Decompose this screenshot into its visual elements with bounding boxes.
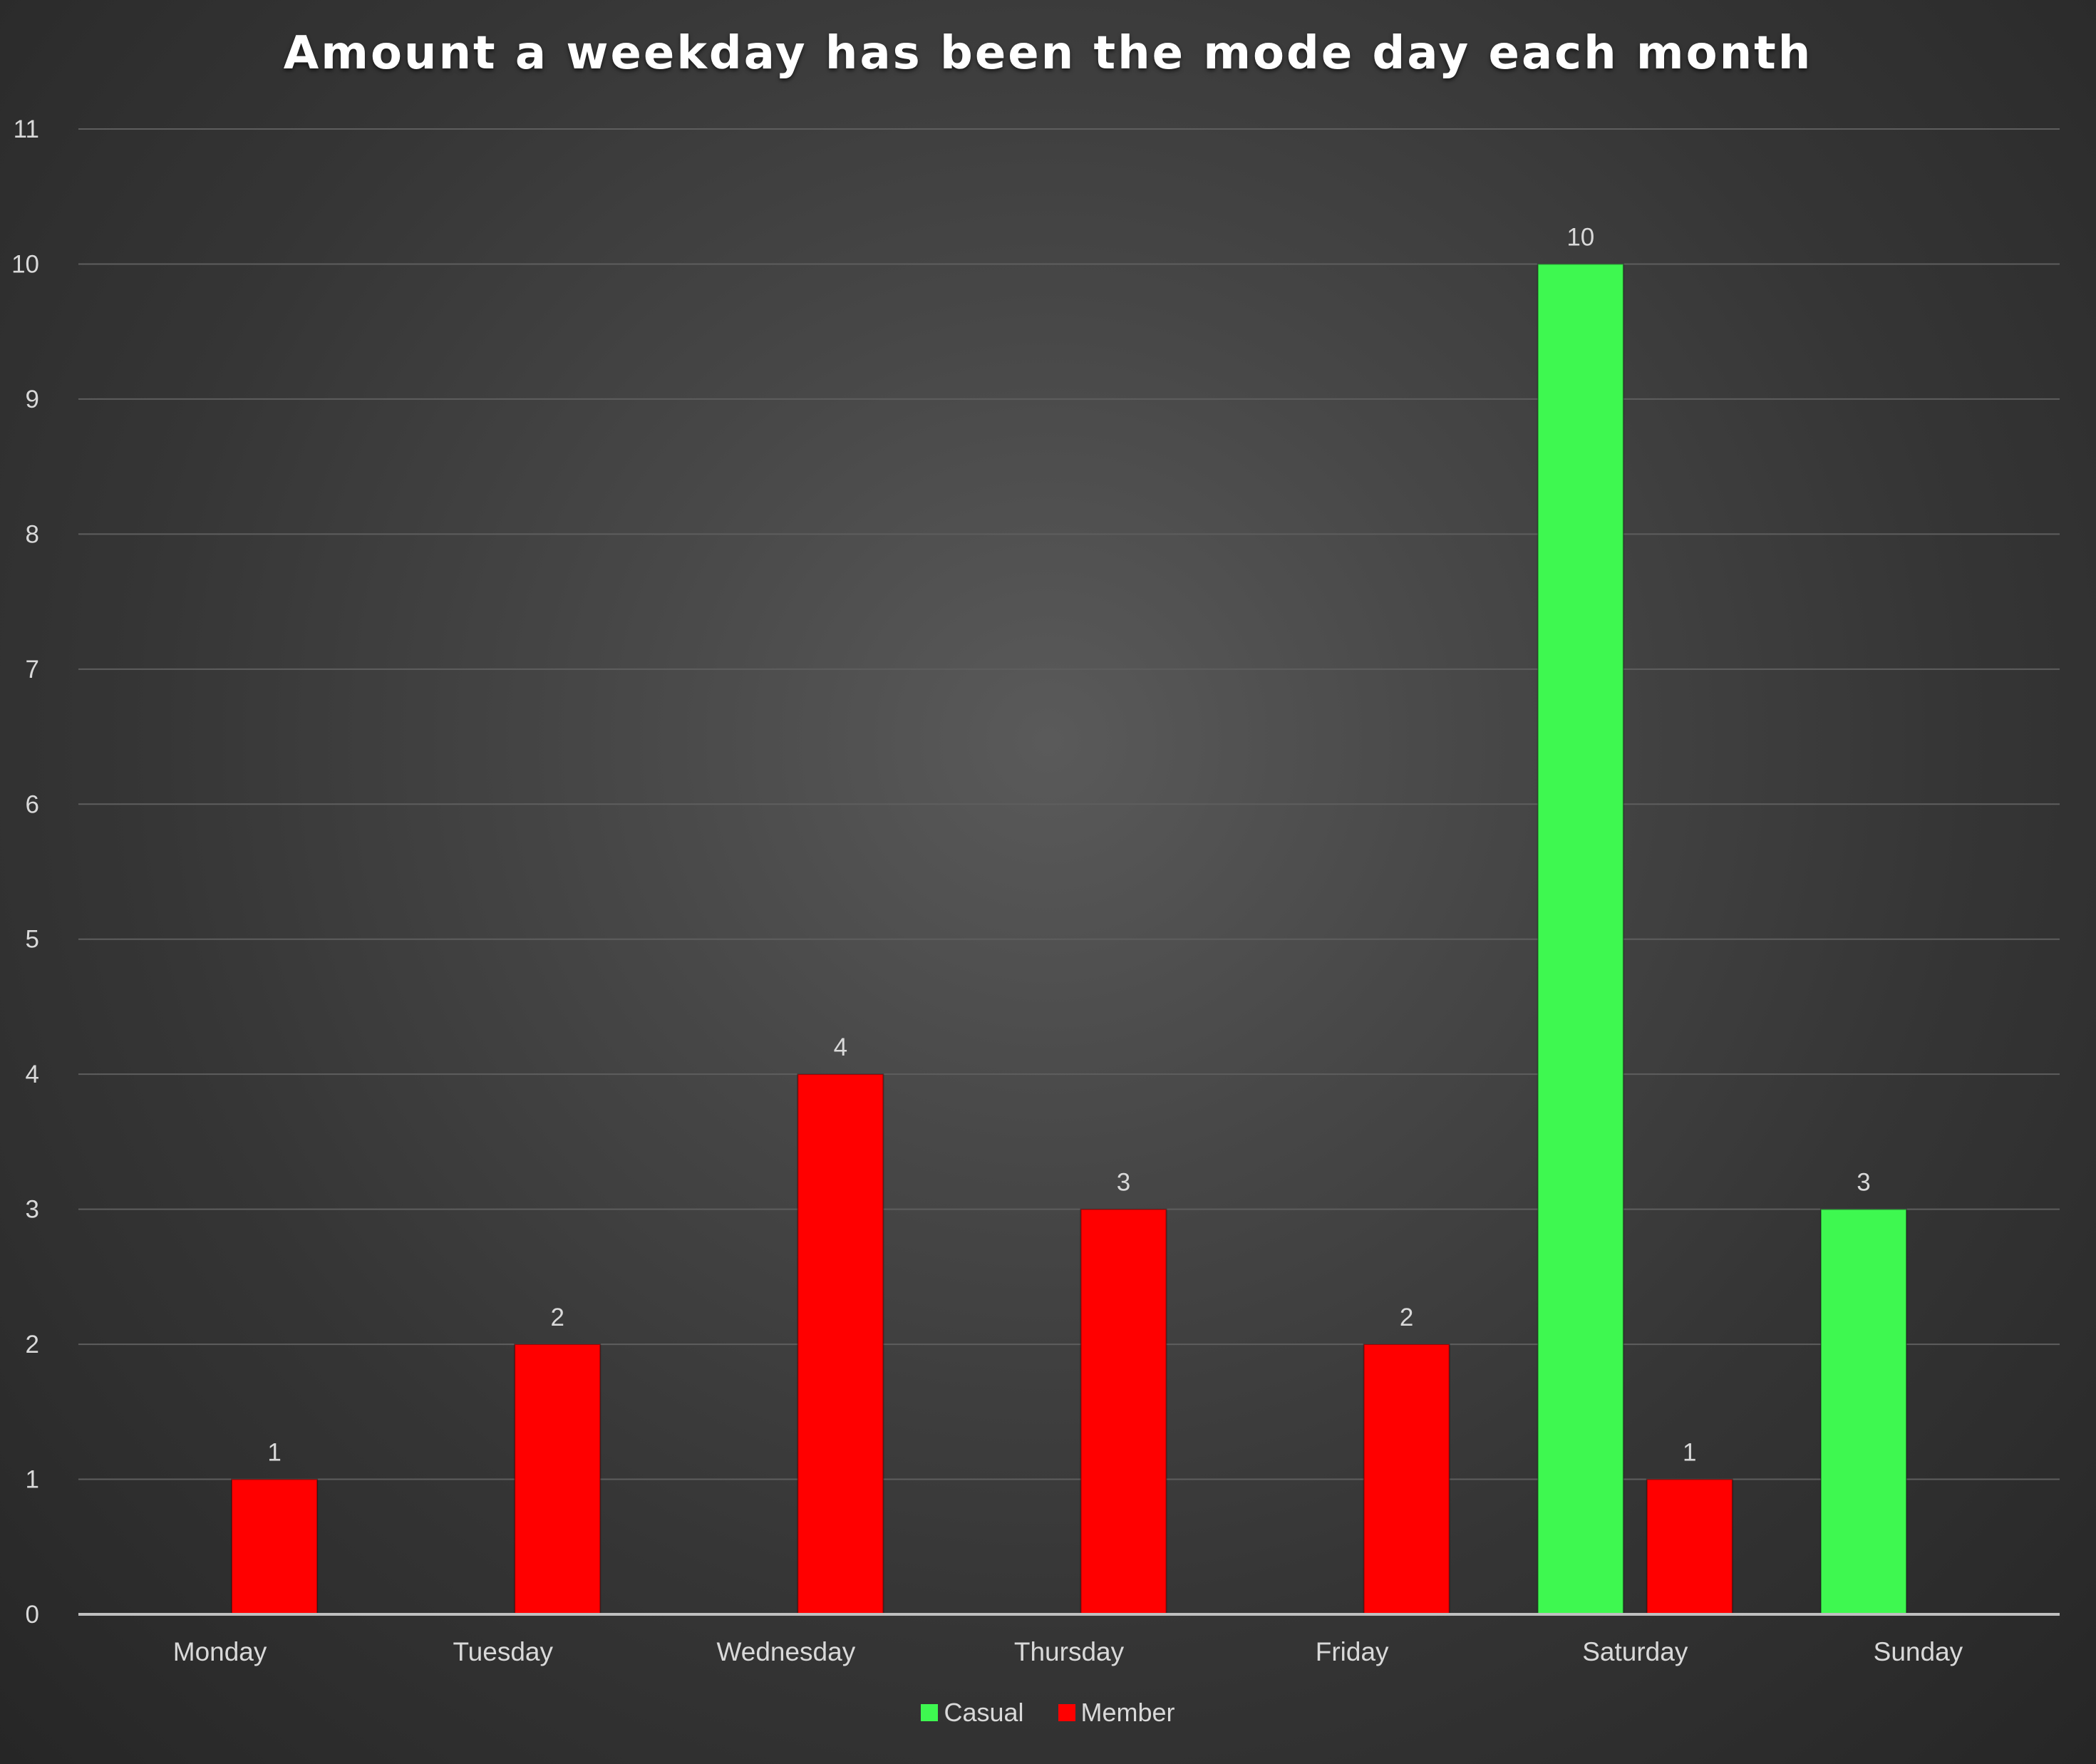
- data-label: 1: [1683, 1439, 1696, 1467]
- data-label: 4: [834, 1033, 847, 1061]
- bar-member-thursday: [1080, 1208, 1167, 1615]
- bar-member-saturday: [1646, 1478, 1733, 1615]
- y-tick-label: 7: [26, 656, 39, 684]
- data-label: 1: [267, 1439, 281, 1467]
- y-tick-label: 3: [26, 1196, 39, 1224]
- legend-label: Casual: [944, 1698, 1024, 1727]
- legend-label: Member: [1080, 1698, 1175, 1727]
- legend: Casual Member: [0, 1698, 2096, 1728]
- gridlines: [78, 128, 2060, 1480]
- y-tick-label: 0: [26, 1601, 39, 1629]
- data-label: 10: [1566, 223, 1594, 251]
- y-tick-label: 8: [26, 520, 39, 548]
- data-label: 2: [1400, 1304, 1413, 1331]
- x-tick-label: Tuesday: [453, 1637, 553, 1666]
- legend-item-casual: Casual: [921, 1698, 1024, 1728]
- data-label: 3: [1117, 1169, 1130, 1197]
- x-tick-label: Sunday: [1874, 1637, 1963, 1666]
- bar-member-monday: [231, 1478, 319, 1615]
- x-tick-label: Thursday: [1014, 1637, 1125, 1666]
- y-tick-label: 9: [26, 386, 39, 413]
- x-tick-label: Monday: [173, 1637, 267, 1666]
- x-tick-label: Friday: [1316, 1637, 1389, 1666]
- y-tick-label: 2: [26, 1331, 39, 1358]
- y-tick-label: 4: [26, 1061, 39, 1088]
- legend-swatch: [921, 1704, 939, 1721]
- x-tick-label: Saturday: [1582, 1637, 1688, 1666]
- bar-member-wednesday: [797, 1073, 884, 1615]
- bars: [231, 263, 1907, 1616]
- y-tick-label: 1: [26, 1466, 39, 1494]
- data-labels: 1 2 4 3 2 10 1 3: [267, 223, 1870, 1466]
- y-tick-label: 5: [26, 926, 39, 954]
- y-axis-ticks: 0 1 2 3 4 5 6 7 8 9 10 11: [11, 115, 39, 1629]
- y-tick-label: 11: [14, 115, 39, 143]
- legend-swatch: [1058, 1704, 1075, 1721]
- x-axis-ticks: Monday Tuesday Wednesday Thursday Friday Satu…: [173, 1637, 1963, 1666]
- data-label: 2: [550, 1304, 564, 1331]
- bar-casual-saturday: [1537, 263, 1624, 1615]
- bar-member-friday: [1363, 1343, 1450, 1616]
- y-tick-label: 10: [11, 250, 39, 278]
- chart-title: Amount a weekday has been the mode day e…: [283, 27, 1813, 80]
- data-label: 3: [1857, 1169, 1870, 1197]
- legend-item-member: Member: [1058, 1698, 1175, 1728]
- bar-casual-sunday: [1819, 1208, 1907, 1615]
- bar-member-tuesday: [514, 1343, 602, 1616]
- x-tick-label: Wednesday: [716, 1637, 855, 1666]
- y-tick-label: 6: [26, 790, 39, 818]
